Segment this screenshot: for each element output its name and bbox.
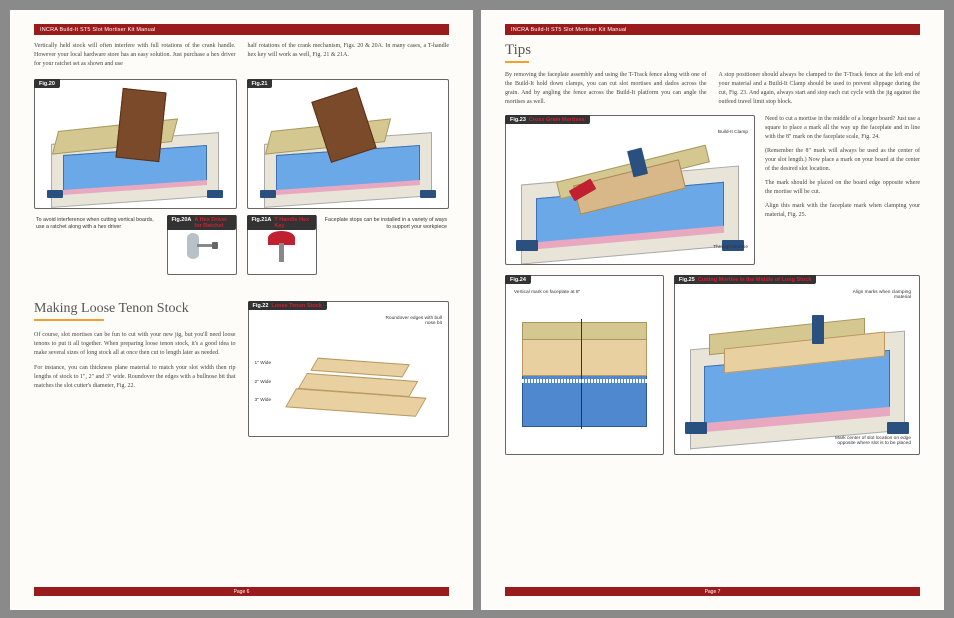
title-underline [34,319,104,321]
side-p3: The mark should be placed on the board e… [765,179,920,197]
fig20a-box: Fig.20A A Hex Driver for Ratchet [167,215,237,275]
fig20-box: Fig.20 [34,79,237,209]
fig20-diagram [35,80,236,208]
tenon-p1: Of course, slot mortises can be fun to c… [34,331,236,358]
page-left: INCRA Build-It ST5 Slot Mortiser Kit Man… [10,10,473,610]
fig21a-box: Fig.21A T Handle Hex Key [247,215,317,275]
fig23-box: Fig.23 Cross Grain Mortises Build-It Cla… [505,115,755,265]
tips-underline [505,61,529,63]
fig25-mark-label: Mark center of slot location on edge opp… [821,436,911,446]
tips-title: Tips [505,42,920,59]
intro-text-col1: Vertically held stock will often interfe… [34,42,236,69]
fig25-align-label: Align marks when clamping material [841,290,911,300]
fig22-w3: 3" Wide [255,398,272,403]
side-p2: (Remember the 8" mark will always be use… [765,147,920,174]
fig22-round-label: Roundover edges with bull nose bit [382,316,442,326]
side-p1: Need to cut a mortise in the middle of a… [765,115,920,142]
intro-text-col2: half rotations of the crank mechanism, F… [248,42,450,69]
right-content: Tips By removing the faceplate assembly … [505,42,920,582]
side-p4: Align this mark with the faceplate mark … [765,202,920,220]
header-bar: INCRA Build-It ST5 Slot Mortiser Kit Man… [34,24,449,35]
fig23-clamp-label: Build-It Clamp [718,130,748,135]
footer-right: Page 7 [505,587,920,596]
tips-col2: A stop positioner should always be clamp… [719,71,921,107]
fig20-caption: To avoid interference when cutting verti… [34,215,163,233]
fig25-box: Fig.25 Cutting Mortise in the Middle of … [674,275,920,455]
fig21-box: Fig.21 [247,79,450,209]
fig22-w1: 1" Wide [255,361,272,366]
tenon-p2: For instance, you can thickness plane ma… [34,364,236,391]
fig22-box: Fig.22 Loose Tenon Stock Roundover edges… [248,301,450,437]
tenon-title: Making Loose Tenon Stock [34,301,236,317]
fig24-box: Fig.24 Vertical mark on faceplate at 8" [505,275,664,455]
fig24-caption: Vertical mark on faceplate at 8" [514,290,580,295]
tips-col1: By removing the faceplate assembly and u… [505,71,707,107]
footer-left: Page 6 [34,587,449,596]
fig22-w2: 2" Wide [255,380,272,385]
fig21-caption: Faceplate stops can be installed in a va… [321,215,450,233]
fig21-diagram [248,80,449,208]
header-bar-r: INCRA Build-It ST5 Slot Mortiser Kit Man… [505,24,920,35]
left-content: Vertically held stock will often interfe… [34,42,449,582]
fig23-mortise-label: Through Mortise [713,245,748,250]
page-right: INCRA Build-It ST5 Slot Mortiser Kit Man… [481,10,944,610]
